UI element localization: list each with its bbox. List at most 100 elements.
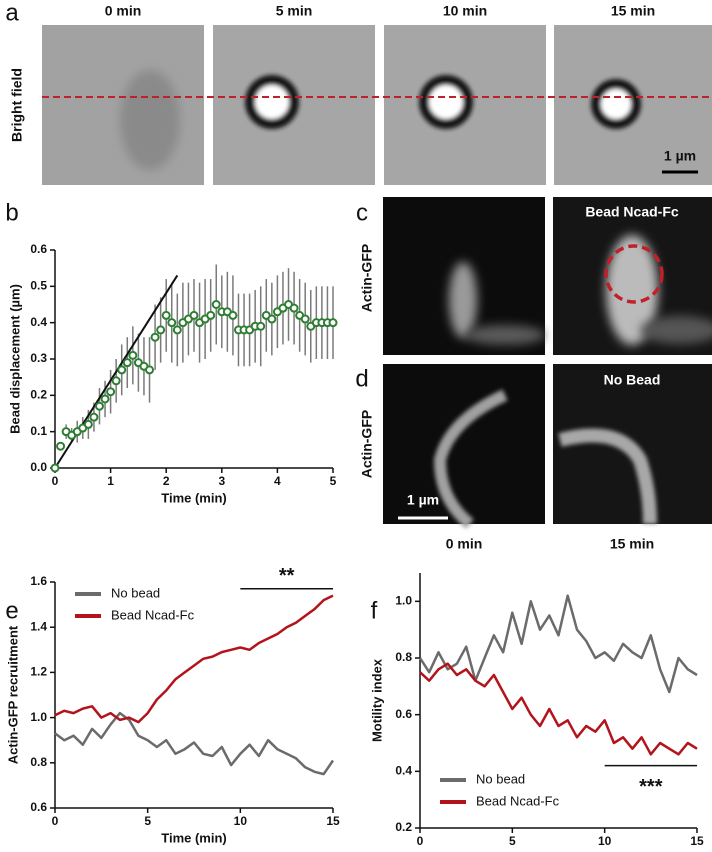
time-label: 0 min (105, 3, 142, 19)
y-tick-label: 0.3 (30, 351, 47, 365)
data-point (267, 314, 277, 324)
x-tick-label: 0 (417, 834, 424, 848)
x-tick-label: 10 (598, 834, 612, 848)
data-point (128, 350, 138, 360)
image (383, 364, 545, 524)
series-line (418, 594, 698, 694)
y-tick-label: 1.2 (30, 665, 47, 679)
data-point (150, 332, 160, 342)
y-tick-label: 0.4 (395, 764, 412, 778)
y-tick-label: 0.2 (30, 388, 47, 402)
legend-label: No bead (476, 771, 525, 786)
bead (245, 75, 299, 129)
data-point (256, 321, 266, 331)
image-detail (640, 316, 712, 344)
y-tick-label: 0.8 (30, 755, 47, 769)
y-axis-label: Motility index (369, 658, 384, 742)
data-point (206, 310, 216, 320)
significance-label: *** (639, 776, 663, 798)
data-point (300, 314, 310, 324)
y-axis-label: Actin-GFP recruitment (5, 625, 20, 764)
legend-label: Bead Ncad-Fc (111, 607, 195, 622)
panel-label: f (371, 597, 378, 624)
y-tick-label: 0.5 (30, 279, 47, 293)
y-tick-label: 0.0 (30, 460, 47, 474)
significance-label: ** (279, 565, 295, 587)
image-detail (449, 262, 477, 338)
legend-label: Bead Ncad-Fc (476, 793, 560, 808)
x-tick-label: 0 (52, 474, 59, 488)
y-tick-label: 0.6 (30, 242, 47, 256)
data-point (117, 365, 127, 375)
time-label: 10 min (443, 3, 487, 19)
x-tick-label: 3 (218, 474, 225, 488)
data-point (100, 394, 110, 404)
image-detail (433, 389, 508, 529)
time-label: 5 min (276, 3, 313, 19)
data-point (156, 325, 166, 335)
y-axis-label: Bead displacement (µm) (7, 284, 22, 434)
image-detail (465, 325, 545, 345)
y-tick-label: 0.2 (395, 820, 412, 834)
data-point (161, 310, 171, 320)
scale-bar-label: 1 µm (407, 492, 439, 508)
series-line (54, 594, 334, 724)
y-tick-label: 0.8 (395, 650, 412, 664)
x-axis-label: Time (min) (161, 490, 227, 505)
data-point (172, 325, 182, 335)
data-point (189, 310, 199, 320)
x-tick-label: 15 (690, 834, 704, 848)
panel-label: b (5, 199, 18, 226)
fluorescence-images (383, 197, 712, 529)
data-point (228, 310, 238, 320)
data-point (289, 303, 299, 313)
data-point (111, 376, 121, 386)
panel-label: a (5, 0, 19, 26)
data-point (211, 300, 221, 309)
x-tick-label: 4 (274, 474, 281, 488)
y-tick-label: 0.6 (395, 707, 412, 721)
x-tick-label: 10 (234, 814, 248, 828)
image-label: No Bead (604, 372, 661, 388)
legend-label: No bead (111, 585, 160, 600)
data-point (94, 401, 104, 411)
data-point (145, 365, 155, 375)
x-tick-label: 15 (326, 814, 340, 828)
x-axis-label: Time (min) (526, 850, 592, 852)
series-line (419, 662, 698, 756)
data-point (50, 463, 60, 473)
data-point (122, 358, 132, 368)
series-line (54, 711, 335, 776)
x-tick-label: 5 (144, 814, 151, 828)
x-tick-label: 5 (509, 834, 516, 848)
y-tick-label: 1.0 (30, 710, 47, 724)
data-point (56, 441, 66, 451)
time-label: 15 min (611, 3, 655, 19)
bright-field-images (42, 25, 712, 185)
x-tick-label: 5 (330, 474, 337, 488)
data-point (83, 419, 93, 429)
row-label: Bright field (9, 68, 25, 142)
image-label: Bead Ncad-Fc (585, 204, 679, 220)
panel-label: c (356, 199, 368, 226)
y-tick-label: 1.6 (30, 574, 47, 588)
y-tick-label: 1.0 (395, 594, 412, 608)
data-point (89, 412, 99, 422)
x-tick-label: 2 (163, 474, 170, 488)
row-label: Actin-GFP (359, 244, 375, 312)
y-tick-label: 0.4 (30, 315, 47, 329)
x-axis-label: Time (min) (161, 830, 227, 845)
time-label: 15 min (610, 536, 654, 552)
bead (591, 79, 641, 129)
y-tick-label: 0.1 (30, 424, 47, 438)
image-detail (120, 70, 180, 170)
y-tick-label: 0.6 (30, 800, 47, 814)
bead (419, 75, 473, 129)
image-detail (606, 235, 658, 345)
panel-label: d (355, 365, 368, 392)
scale-bar-label: 1 µm (664, 148, 696, 164)
data-point (167, 318, 177, 328)
row-label: Actin-GFP (359, 410, 375, 478)
